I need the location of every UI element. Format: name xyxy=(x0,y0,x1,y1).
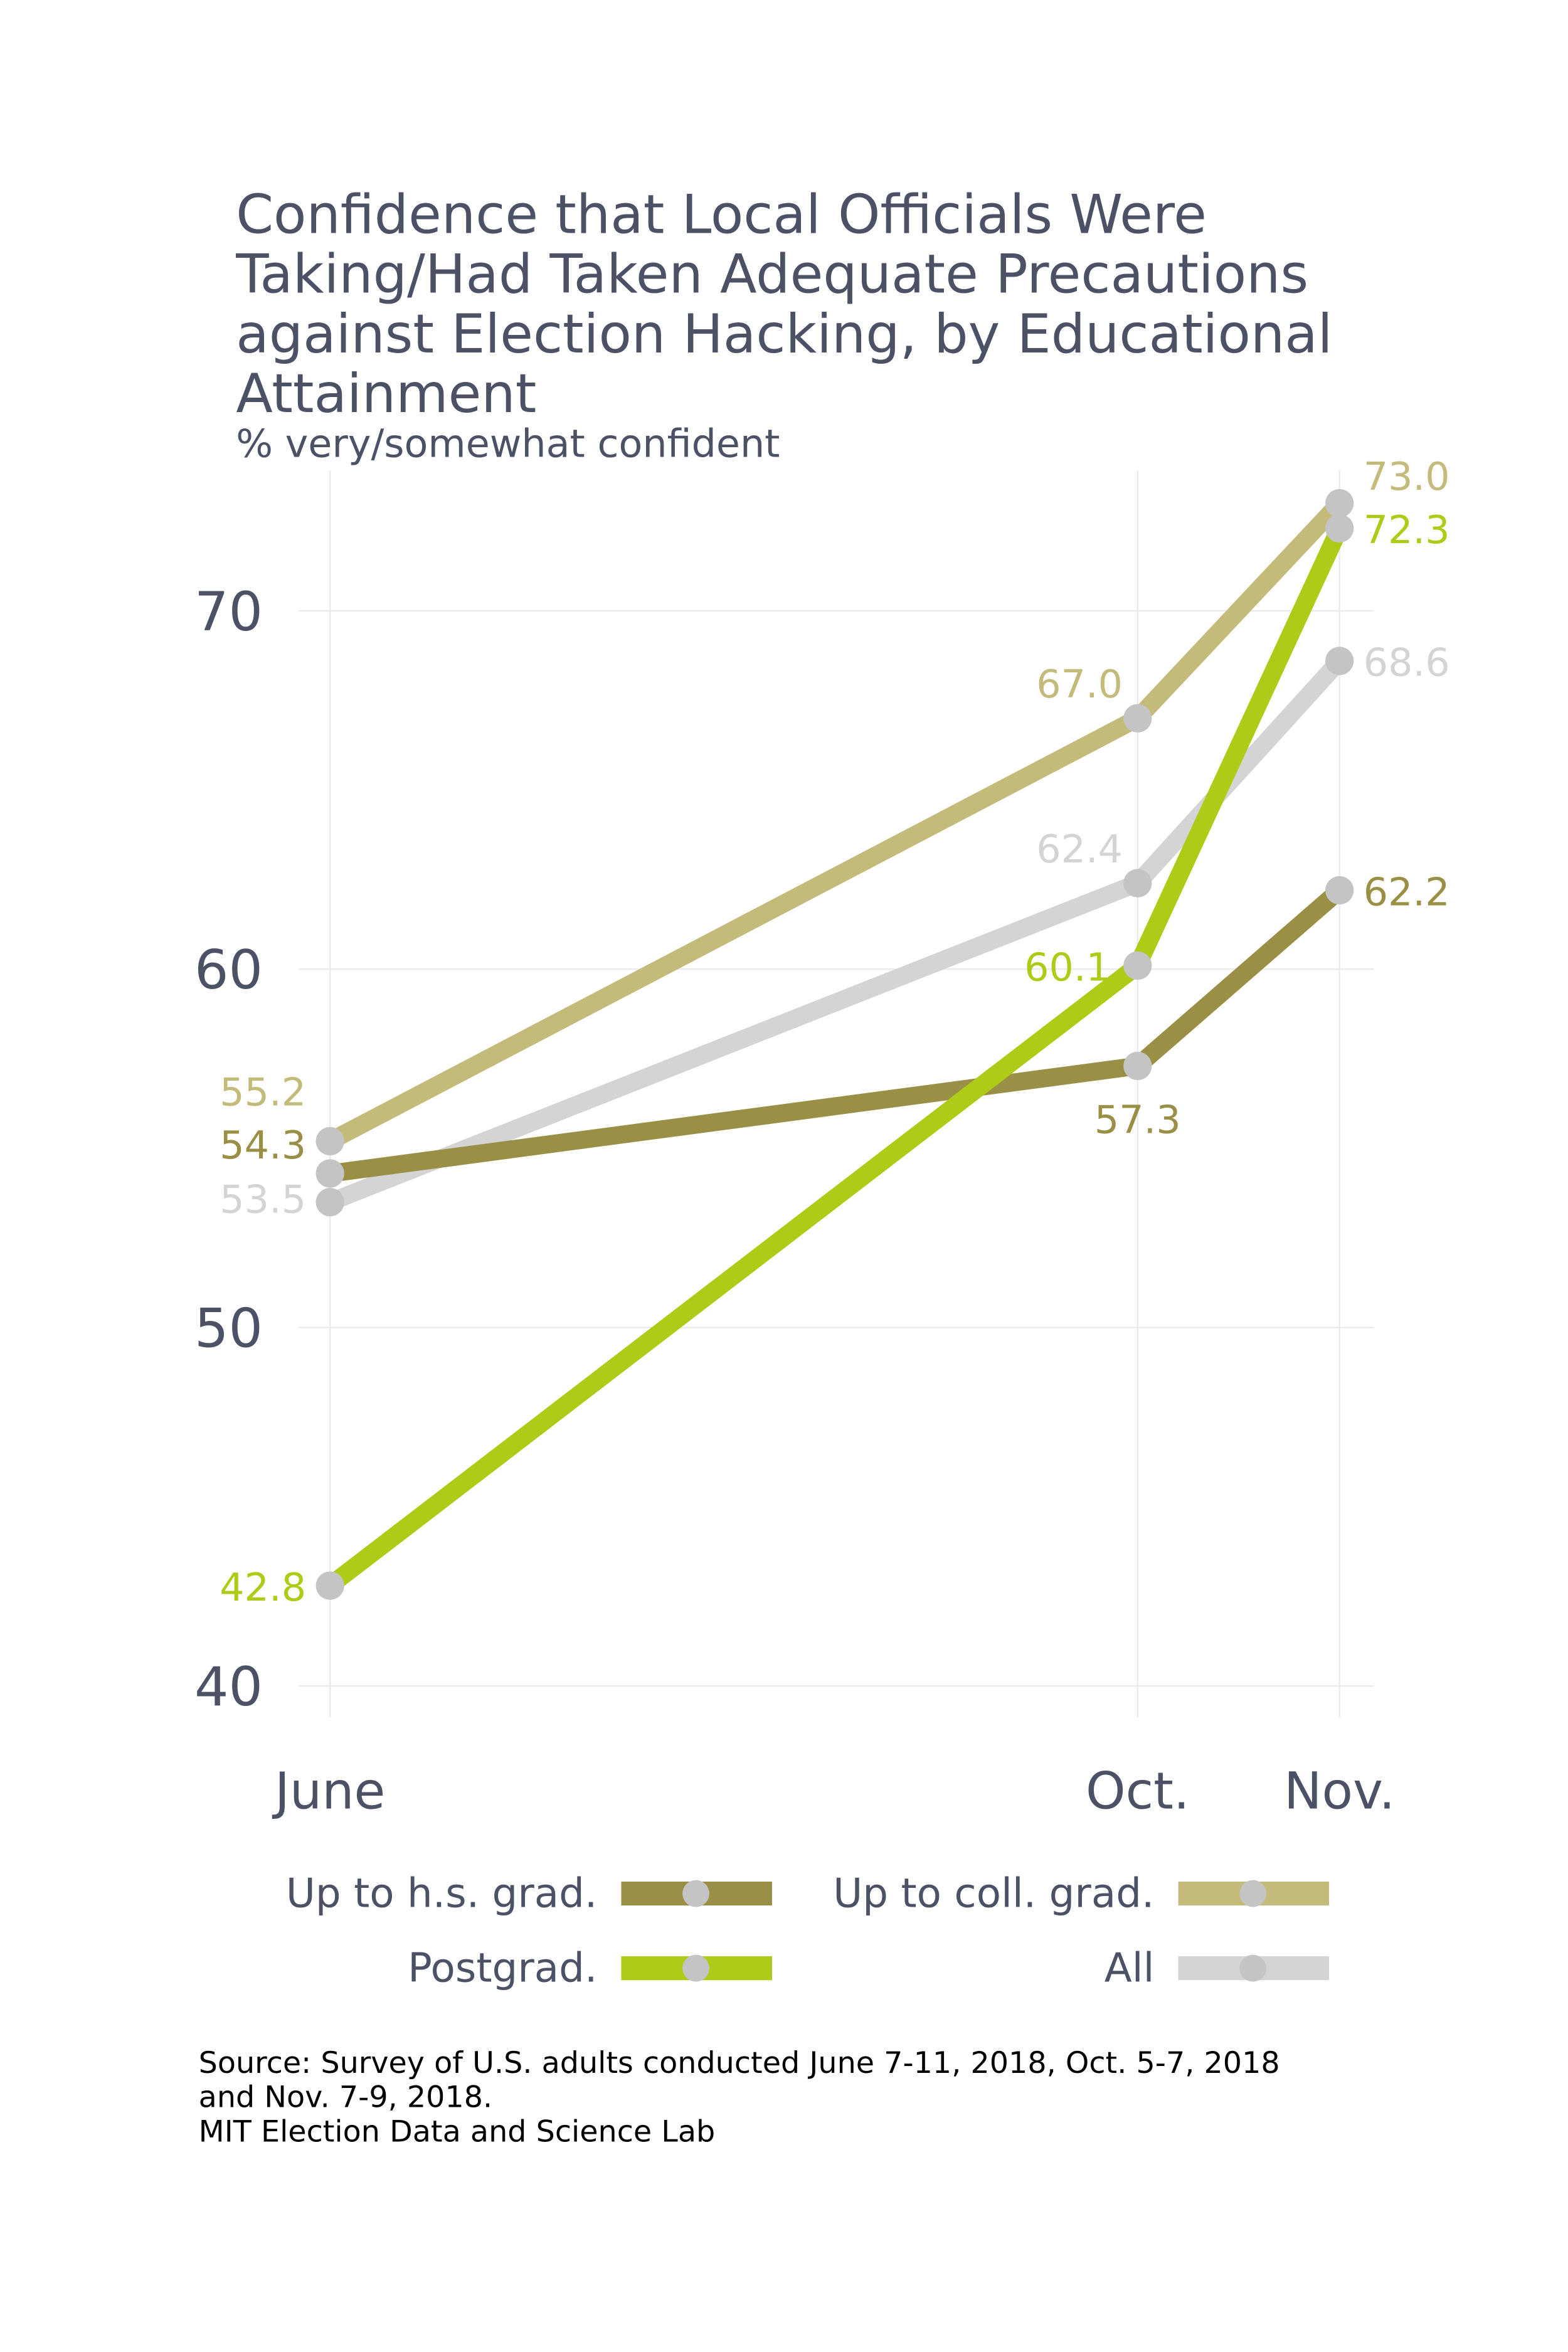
legend: Up to h.s. grad. Up to coll. grad. Postgra… xyxy=(286,1870,1330,1992)
y-tick-label: 60 xyxy=(194,939,263,1002)
data-point xyxy=(1123,951,1152,980)
y-tick-label: 50 xyxy=(194,1298,263,1360)
grid xyxy=(299,470,1374,1718)
series-line xyxy=(326,655,1347,1210)
caption-line-2: and Nov. 7-9, 2018. xyxy=(199,2080,493,2115)
y-axis: 40 50 60 70 xyxy=(194,581,263,1719)
data-label: 60.1 xyxy=(1024,945,1111,990)
data-label: 55.2 xyxy=(220,1069,306,1115)
data-point xyxy=(315,1571,344,1600)
title-line-3: against Election Hacking, by Educational xyxy=(236,303,1332,366)
data-label: 62.2 xyxy=(1364,869,1450,914)
data-point xyxy=(1325,876,1354,905)
data-label: 62.4 xyxy=(1036,827,1123,872)
data-point xyxy=(1123,1051,1152,1081)
x-tick-label: Nov. xyxy=(1284,1762,1395,1821)
title-line-4: Attainment xyxy=(236,363,536,425)
x-axis: June Oct. Nov. xyxy=(272,1762,1395,1821)
caption-line-3: MIT Election Data and Science Lab xyxy=(199,2114,716,2149)
data-point xyxy=(315,1159,344,1188)
data-label: 53.5 xyxy=(220,1177,306,1222)
data-labels: 55.2 67.0 73.0 53.5 62.4 68.6 54.3 57.3 62.2 42.8… xyxy=(220,454,1449,1610)
data-label: 57.3 xyxy=(1094,1098,1181,1143)
data-label: 73.0 xyxy=(1364,454,1450,499)
x-tick-label: Oct. xyxy=(1086,1762,1190,1821)
legend-point xyxy=(682,1880,709,1907)
caption-line-1: Source: Survey of U.S. adults conducted … xyxy=(199,2046,1280,2080)
data-label: 54.3 xyxy=(220,1123,306,1168)
legend-label: Postgrad. xyxy=(408,1945,597,1992)
title-line-2: Taking/Had Taken Adequate Precautions xyxy=(235,243,1308,306)
data-label: 42.8 xyxy=(220,1565,306,1610)
y-tick-label: 40 xyxy=(194,1656,263,1719)
series-lines xyxy=(324,497,1348,1593)
y-tick-label: 70 xyxy=(194,581,263,644)
data-label: 68.6 xyxy=(1364,640,1450,686)
data-point xyxy=(315,1188,344,1217)
series-line xyxy=(329,883,1346,1183)
legend-label: All xyxy=(1104,1945,1155,1992)
series-points xyxy=(315,489,1354,1600)
data-point xyxy=(1325,514,1354,543)
data-point xyxy=(1123,869,1152,898)
legend-point xyxy=(1239,1880,1267,1907)
data-point xyxy=(1325,489,1354,517)
legend-point xyxy=(682,1954,709,1982)
legend-label: Up to coll. grad. xyxy=(833,1870,1154,1917)
chart-title: Confidence that Local Officials Were Tak… xyxy=(235,183,1332,425)
data-point xyxy=(1123,704,1152,733)
data-point xyxy=(1325,647,1354,675)
title-line-1: Confidence that Local Officials Were xyxy=(236,183,1207,246)
legend-label: Up to h.s. grad. xyxy=(286,1870,598,1917)
caption: Source: Survey of U.S. adults conducted … xyxy=(199,2046,1280,2149)
data-point xyxy=(315,1126,344,1156)
data-label: 67.0 xyxy=(1036,662,1123,707)
data-label: 72.3 xyxy=(1364,507,1450,553)
x-tick-label: June xyxy=(272,1762,385,1821)
chart-subtitle: % very/somewhat confident xyxy=(236,421,780,467)
legend-point xyxy=(1239,1954,1267,1982)
